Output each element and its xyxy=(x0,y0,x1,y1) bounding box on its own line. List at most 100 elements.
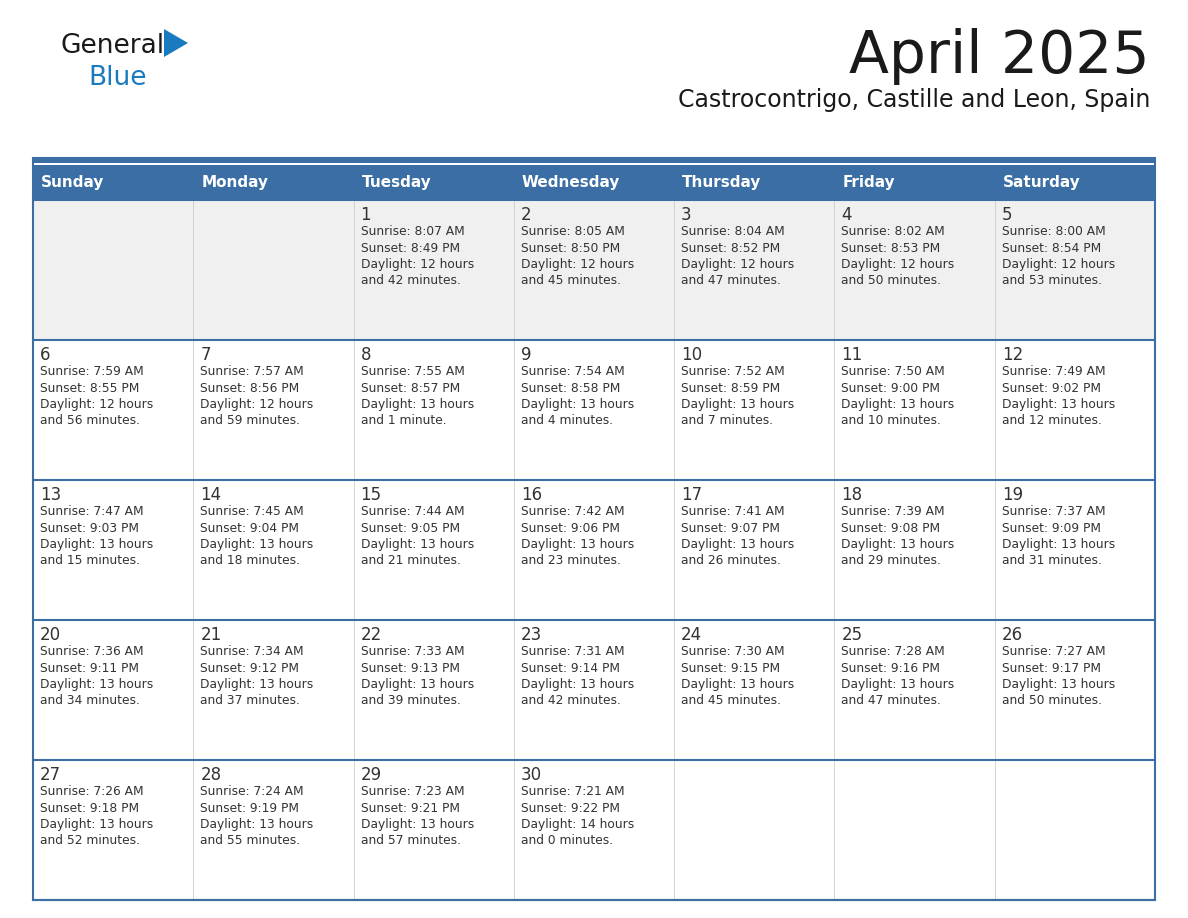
Text: Daylight: 13 hours: Daylight: 13 hours xyxy=(520,398,634,411)
Text: Wednesday: Wednesday xyxy=(522,175,620,190)
Text: and 47 minutes.: and 47 minutes. xyxy=(681,274,781,287)
Text: 14: 14 xyxy=(201,486,221,504)
Text: Daylight: 13 hours: Daylight: 13 hours xyxy=(40,818,153,831)
Text: 7: 7 xyxy=(201,346,210,364)
Text: 4: 4 xyxy=(841,206,852,224)
Text: Daylight: 13 hours: Daylight: 13 hours xyxy=(841,398,955,411)
Text: Daylight: 13 hours: Daylight: 13 hours xyxy=(40,538,153,551)
Text: Sunrise: 7:28 AM: Sunrise: 7:28 AM xyxy=(841,645,946,658)
Text: Sunset: 9:04 PM: Sunset: 9:04 PM xyxy=(201,521,299,534)
Text: Sunrise: 7:30 AM: Sunrise: 7:30 AM xyxy=(681,645,785,658)
Text: 18: 18 xyxy=(841,486,862,504)
Text: Sunday: Sunday xyxy=(42,175,105,190)
Bar xyxy=(33,480,1155,620)
Text: 29: 29 xyxy=(361,766,381,784)
Text: Daylight: 13 hours: Daylight: 13 hours xyxy=(1001,538,1116,551)
Text: Sunset: 8:53 PM: Sunset: 8:53 PM xyxy=(841,241,941,254)
Text: and 37 minutes.: and 37 minutes. xyxy=(201,695,301,708)
Text: 25: 25 xyxy=(841,626,862,644)
Text: Daylight: 13 hours: Daylight: 13 hours xyxy=(841,538,955,551)
Text: Sunset: 8:49 PM: Sunset: 8:49 PM xyxy=(361,241,460,254)
Text: Daylight: 12 hours: Daylight: 12 hours xyxy=(361,258,474,271)
Text: Sunset: 9:08 PM: Sunset: 9:08 PM xyxy=(841,521,941,534)
Text: Daylight: 13 hours: Daylight: 13 hours xyxy=(1001,398,1116,411)
Text: and 23 minutes.: and 23 minutes. xyxy=(520,554,621,567)
Text: Sunrise: 7:31 AM: Sunrise: 7:31 AM xyxy=(520,645,625,658)
Text: and 1 minute.: and 1 minute. xyxy=(361,415,447,428)
Text: and 59 minutes.: and 59 minutes. xyxy=(201,415,301,428)
Text: Sunset: 9:14 PM: Sunset: 9:14 PM xyxy=(520,662,620,675)
Text: and 45 minutes.: and 45 minutes. xyxy=(681,695,782,708)
Text: Daylight: 12 hours: Daylight: 12 hours xyxy=(1001,258,1116,271)
Text: Sunrise: 7:21 AM: Sunrise: 7:21 AM xyxy=(520,785,625,798)
Text: and 55 minutes.: and 55 minutes. xyxy=(201,834,301,847)
Text: Daylight: 13 hours: Daylight: 13 hours xyxy=(361,678,474,691)
Text: and 57 minutes.: and 57 minutes. xyxy=(361,834,461,847)
Text: 21: 21 xyxy=(201,626,221,644)
Text: and 4 minutes.: and 4 minutes. xyxy=(520,415,613,428)
Text: Sunrise: 7:49 AM: Sunrise: 7:49 AM xyxy=(1001,365,1105,378)
Text: 1: 1 xyxy=(361,206,371,224)
Text: and 29 minutes.: and 29 minutes. xyxy=(841,554,941,567)
Text: Monday: Monday xyxy=(201,175,268,190)
Text: Sunrise: 8:04 AM: Sunrise: 8:04 AM xyxy=(681,225,785,238)
Polygon shape xyxy=(164,29,188,57)
Text: 16: 16 xyxy=(520,486,542,504)
Text: Sunset: 9:22 PM: Sunset: 9:22 PM xyxy=(520,801,620,814)
Text: and 45 minutes.: and 45 minutes. xyxy=(520,274,621,287)
Text: and 21 minutes.: and 21 minutes. xyxy=(361,554,461,567)
Text: 2: 2 xyxy=(520,206,531,224)
Text: 17: 17 xyxy=(681,486,702,504)
Text: Daylight: 13 hours: Daylight: 13 hours xyxy=(681,538,795,551)
Text: Sunrise: 7:45 AM: Sunrise: 7:45 AM xyxy=(201,505,304,518)
Text: Sunset: 8:59 PM: Sunset: 8:59 PM xyxy=(681,382,781,395)
Text: and 42 minutes.: and 42 minutes. xyxy=(520,695,621,708)
Text: Daylight: 13 hours: Daylight: 13 hours xyxy=(361,818,474,831)
Text: and 34 minutes.: and 34 minutes. xyxy=(40,695,140,708)
Text: Sunrise: 8:07 AM: Sunrise: 8:07 AM xyxy=(361,225,465,238)
Text: Sunset: 9:18 PM: Sunset: 9:18 PM xyxy=(40,801,139,814)
Text: Daylight: 13 hours: Daylight: 13 hours xyxy=(201,678,314,691)
Text: Sunrise: 7:44 AM: Sunrise: 7:44 AM xyxy=(361,505,465,518)
Text: Sunset: 9:03 PM: Sunset: 9:03 PM xyxy=(40,521,139,534)
Text: Daylight: 12 hours: Daylight: 12 hours xyxy=(681,258,795,271)
Text: and 18 minutes.: and 18 minutes. xyxy=(201,554,301,567)
Text: Daylight: 13 hours: Daylight: 13 hours xyxy=(520,538,634,551)
Text: Sunset: 9:11 PM: Sunset: 9:11 PM xyxy=(40,662,139,675)
Text: Daylight: 13 hours: Daylight: 13 hours xyxy=(681,678,795,691)
Text: Daylight: 14 hours: Daylight: 14 hours xyxy=(520,818,634,831)
Text: Sunrise: 8:02 AM: Sunrise: 8:02 AM xyxy=(841,225,946,238)
Text: Sunset: 9:13 PM: Sunset: 9:13 PM xyxy=(361,662,460,675)
Text: 13: 13 xyxy=(40,486,62,504)
Bar xyxy=(33,340,1155,480)
Text: Tuesday: Tuesday xyxy=(361,175,431,190)
Text: Sunset: 9:09 PM: Sunset: 9:09 PM xyxy=(1001,521,1101,534)
Text: 5: 5 xyxy=(1001,206,1012,224)
Text: Daylight: 12 hours: Daylight: 12 hours xyxy=(520,258,634,271)
Text: Daylight: 13 hours: Daylight: 13 hours xyxy=(520,678,634,691)
Text: Sunset: 8:57 PM: Sunset: 8:57 PM xyxy=(361,382,460,395)
Text: and 15 minutes.: and 15 minutes. xyxy=(40,554,140,567)
Text: Sunset: 8:52 PM: Sunset: 8:52 PM xyxy=(681,241,781,254)
Text: Sunset: 9:06 PM: Sunset: 9:06 PM xyxy=(520,521,620,534)
Text: Sunrise: 7:42 AM: Sunrise: 7:42 AM xyxy=(520,505,625,518)
Text: Daylight: 12 hours: Daylight: 12 hours xyxy=(40,398,153,411)
Text: Sunrise: 7:39 AM: Sunrise: 7:39 AM xyxy=(841,505,944,518)
Text: 6: 6 xyxy=(40,346,51,364)
Text: Sunset: 9:16 PM: Sunset: 9:16 PM xyxy=(841,662,941,675)
Bar xyxy=(33,165,1155,200)
Text: and 50 minutes.: and 50 minutes. xyxy=(841,274,941,287)
Text: Daylight: 12 hours: Daylight: 12 hours xyxy=(841,258,955,271)
Text: Sunrise: 7:54 AM: Sunrise: 7:54 AM xyxy=(520,365,625,378)
Text: Sunrise: 7:36 AM: Sunrise: 7:36 AM xyxy=(40,645,144,658)
Text: Sunrise: 7:50 AM: Sunrise: 7:50 AM xyxy=(841,365,946,378)
Bar xyxy=(33,158,1155,163)
Text: Sunrise: 7:57 AM: Sunrise: 7:57 AM xyxy=(201,365,304,378)
Text: and 0 minutes.: and 0 minutes. xyxy=(520,834,613,847)
Text: and 39 minutes.: and 39 minutes. xyxy=(361,695,461,708)
Text: 27: 27 xyxy=(40,766,61,784)
Text: Sunset: 8:58 PM: Sunset: 8:58 PM xyxy=(520,382,620,395)
Text: Daylight: 13 hours: Daylight: 13 hours xyxy=(201,818,314,831)
Text: Sunset: 9:17 PM: Sunset: 9:17 PM xyxy=(1001,662,1101,675)
Text: Daylight: 13 hours: Daylight: 13 hours xyxy=(40,678,153,691)
